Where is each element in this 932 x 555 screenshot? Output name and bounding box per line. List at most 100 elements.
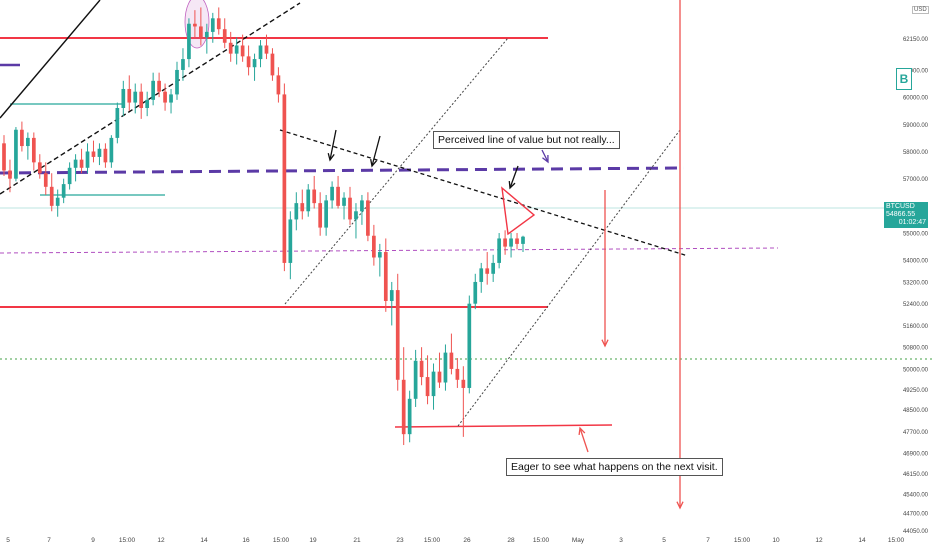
arrow-touch-2-head (370, 159, 378, 168)
candle-body (199, 26, 203, 38)
candle-body (204, 31, 209, 38)
arrow-touch-3-head (508, 180, 516, 190)
candle-body (521, 236, 525, 244)
price-tick-label: 46150.00 (903, 472, 929, 478)
symbol-label: BTCUSD (886, 203, 915, 210)
candle-body (306, 189, 311, 212)
price-tick-label: 62150.00 (903, 37, 929, 43)
time-tick-label: 26 (463, 537, 471, 544)
indicator-badge[interactable]: B (896, 68, 912, 90)
time-tick-label: 3 (619, 537, 623, 544)
candle-body (383, 252, 388, 301)
candle-body (300, 203, 305, 212)
time-tick-label: 21 (353, 537, 361, 544)
candle-body (133, 91, 138, 103)
last-price-tag: BTCUSD 54866.55 01:02:47 (884, 202, 928, 228)
time-tick-label: 9 (91, 537, 95, 544)
price-tick-label: 46900.00 (903, 452, 929, 458)
candle-body (193, 23, 197, 27)
top-highlight-ellipse (184, 0, 210, 49)
time-tick-label: 14 (200, 537, 208, 544)
arrow-touch-3 (509, 165, 519, 189)
time-tick-label: 14 (858, 537, 866, 544)
arrow-note-pointer-head (542, 154, 549, 164)
candle-body (318, 203, 323, 228)
candle-body (139, 91, 144, 108)
time-tick-label: 23 (396, 537, 404, 544)
candle-body (485, 268, 490, 274)
price-tick-label: 59000.00 (903, 123, 929, 129)
candle-body (288, 219, 293, 263)
candle-body (151, 80, 155, 100)
arrow-note-low (579, 427, 589, 453)
candle-body (491, 262, 496, 274)
candle-body (14, 129, 18, 179)
price-tick-label: 61000.00 (903, 68, 929, 74)
price-tick-label: 58000.00 (903, 150, 929, 156)
note-perceived-value: Perceived line of value but not really..… (433, 131, 620, 149)
candle-body (258, 45, 263, 60)
candle-body (437, 371, 442, 383)
candle-body (228, 42, 233, 54)
candle-body (175, 69, 179, 95)
candle-body (330, 186, 334, 201)
countdown-value: 01:02:47 (898, 219, 926, 226)
time-tick-label: 16 (242, 537, 250, 544)
candle-body (294, 203, 299, 220)
candle-body (282, 94, 287, 263)
currency-label: USD (912, 6, 929, 14)
arrow-down-target-head (601, 339, 609, 348)
price-tick-label: 50000.00 (903, 367, 929, 373)
time-tick-label: 15:00 (273, 537, 290, 544)
arrow-long-down-head (676, 501, 684, 510)
candle-body (127, 88, 132, 103)
candle-body (222, 29, 227, 43)
candle-body (252, 59, 257, 68)
candle-body (407, 398, 412, 435)
candle-body (515, 238, 519, 244)
candle-body (366, 200, 370, 236)
time-tick-label: 28 (507, 537, 515, 544)
candle-body (163, 91, 167, 103)
candle-body (26, 137, 30, 147)
candle-body (455, 368, 460, 380)
price-tick-label: 57000.00 (903, 177, 929, 183)
candle-body (443, 352, 448, 383)
candle-body (109, 137, 114, 163)
price-tick-label: 51600.00 (903, 324, 929, 330)
candle-body (324, 200, 328, 228)
arrow-note-pointer (541, 149, 549, 163)
candle-body (431, 371, 436, 397)
time-tick-label: 7 (47, 537, 51, 544)
price-tick-label: 45400.00 (903, 492, 929, 498)
trend-lines (0, 0, 689, 427)
candle-body (210, 18, 215, 32)
candle-body (270, 53, 275, 76)
price-tick-label: 49250.00 (903, 388, 929, 394)
candle-body (276, 75, 281, 95)
candle-body (49, 186, 54, 206)
candle-body (401, 379, 406, 435)
last-price-value: 54866.55 (886, 211, 916, 218)
time-tick-label: 7 (706, 537, 710, 544)
candle-body (336, 186, 340, 206)
candle-body (97, 148, 102, 157)
candle-body (473, 281, 478, 304)
candle-body (240, 45, 245, 57)
candle-body (181, 59, 185, 70)
candle-body (79, 159, 84, 168)
candle-body (37, 162, 42, 174)
candle-body (461, 379, 466, 388)
price-axis: 62150.00 61000.00 60000.00 59000.00 58000.00… (903, 37, 929, 535)
horizontal-levels (0, 37, 932, 428)
arrows (327, 0, 684, 510)
candle-body (377, 252, 382, 258)
mid-level-dashed (0, 247, 779, 254)
price-tick-label: 52400.00 (903, 302, 929, 308)
candle-body (67, 167, 72, 185)
arrow-note-low-head (578, 426, 586, 436)
time-tick-label: 19 (309, 537, 317, 544)
time-tick-label: May (572, 537, 585, 544)
price-tick-label: 54000.00 (903, 259, 929, 265)
candle-body (216, 18, 221, 30)
